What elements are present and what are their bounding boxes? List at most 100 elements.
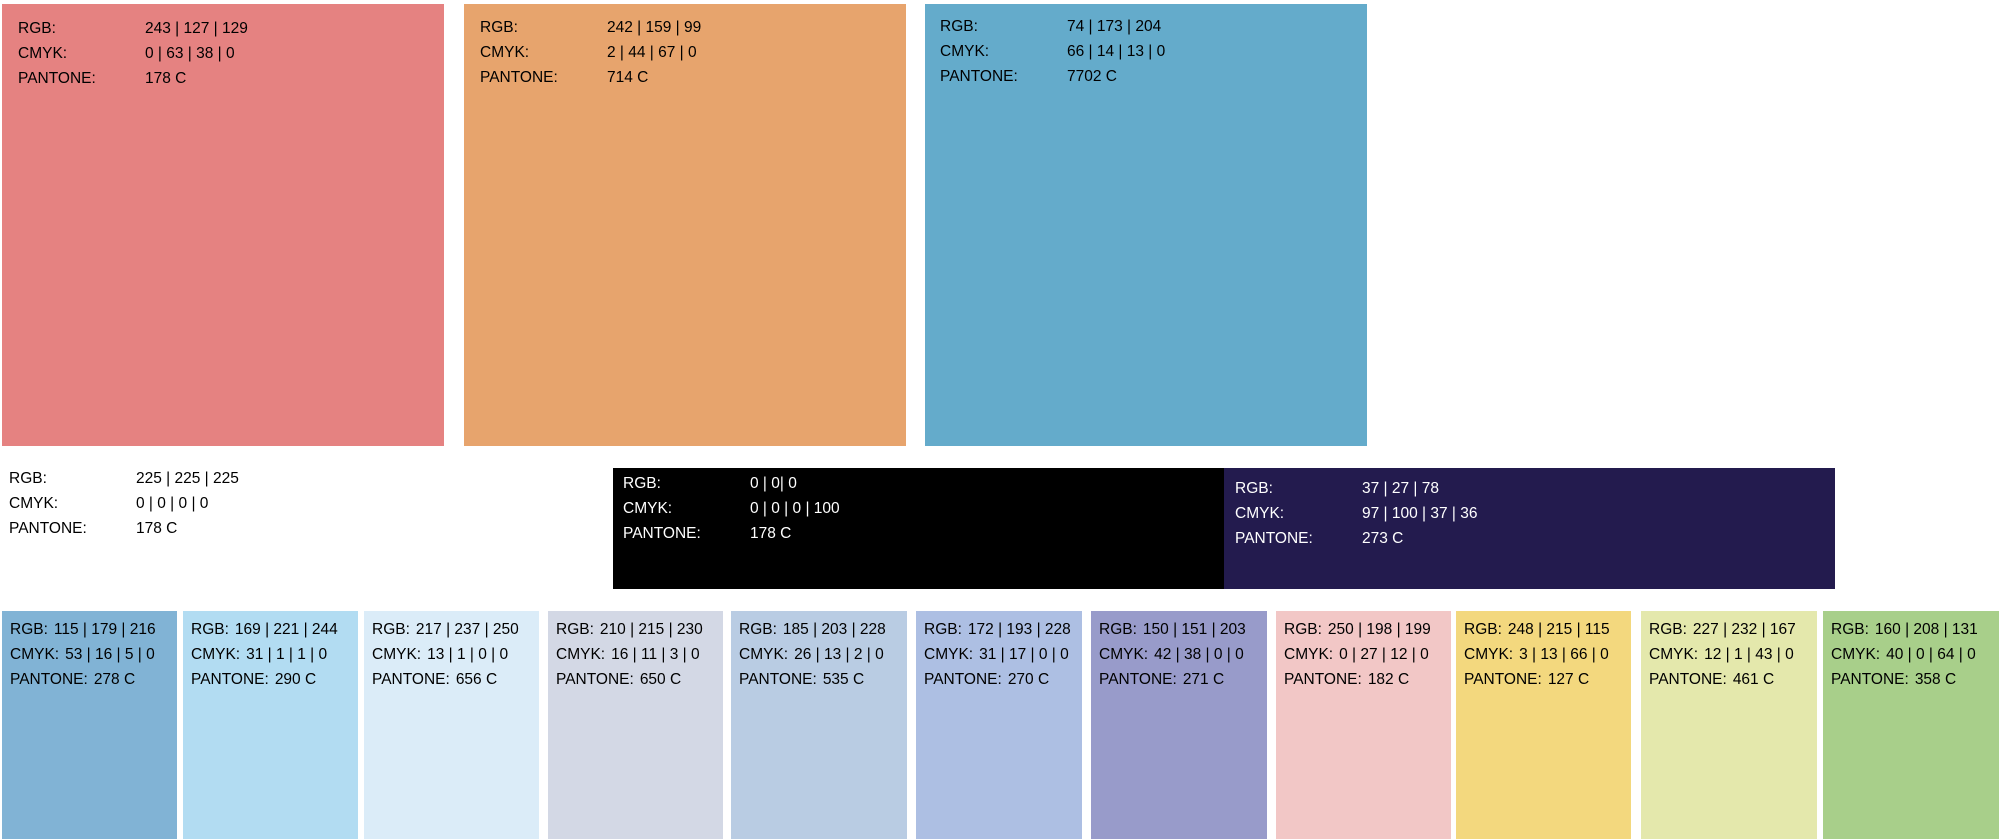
cmyk-label: CMYK: (18, 45, 68, 62)
pantone-label: PANTONE: (1464, 671, 1542, 688)
cmyk-label: CMYK: (1284, 646, 1334, 663)
swatch-info: RGB: 160 | 208 | 131 CMYK: 40 | 0 | 64 | 0… (1831, 617, 1978, 692)
swatch-info: RGB: 115 | 179 | 216 CMYK: 53 | 16 | 5 | 0… (10, 617, 156, 692)
cmyk-label: CMYK: (1099, 646, 1149, 663)
pantone-value: 650 C (639, 671, 682, 688)
swatch-small-5: RGB: 185 | 203 | 228 CMYK: 26 | 13 | 2 | 0… (731, 611, 907, 839)
swatch-info: RGB: 0 | 0| 0 CMYK: 0 | 0 | 0 | 100 PANTON… (623, 471, 840, 546)
swatch-small-10: RGB: 227 | 232 | 167 CMYK: 12 | 1 | 43 | 0… (1641, 611, 1817, 839)
swatch-info: RGB: 242 | 159 | 99 CMYK: 2 | 44 | 67 | 0 … (480, 15, 701, 90)
swatch-info: RGB: 169 | 221 | 244 CMYK: 31 | 1 | 1 | 0 … (191, 617, 338, 692)
pantone-value: 273 C (1362, 530, 1404, 547)
rgb-value: 250 | 198 | 199 (1327, 621, 1431, 638)
swatch-small-9: RGB: 248 | 215 | 115 CMYK: 3 | 13 | 66 | 0… (1456, 611, 1631, 839)
rgb-value: 169 | 221 | 244 (234, 621, 338, 638)
swatch-big-2: RGB: 242 | 159 | 99 CMYK: 2 | 44 | 67 | 0 … (464, 4, 906, 446)
rgb-label: RGB: (623, 475, 661, 492)
pantone-value: 278 C (93, 671, 136, 688)
cmyk-label: CMYK: (9, 495, 59, 512)
cmyk-label: CMYK: (623, 500, 673, 517)
cmyk-value: 0 | 27 | 12 | 0 (1339, 646, 1429, 663)
pantone-value: 178 C (145, 70, 187, 87)
rgb-value: 160 | 208 | 131 (1874, 621, 1978, 638)
rgb-label: RGB: (10, 621, 48, 638)
cmyk-label: CMYK: (372, 646, 422, 663)
swatch-info: RGB: 74 | 173 | 204 CMYK: 66 | 14 | 13 | 0… (940, 14, 1165, 89)
pantone-value: 178 C (750, 525, 792, 542)
rgb-value: 225 | 225 | 225 (136, 470, 239, 487)
swatch-info: RGB: 150 | 151 | 203 CMYK: 42 | 38 | 0 | 0… (1099, 617, 1246, 692)
pantone-label: PANTONE: (480, 69, 558, 86)
swatch-white: RGB: 225 | 225 | 225 CMYK: 0 | 0 | 0 | 0 P… (0, 464, 600, 588)
swatch-small-1: RGB: 115 | 179 | 216 CMYK: 53 | 16 | 5 | 0… (2, 611, 177, 839)
pantone-label: PANTONE: (924, 671, 1002, 688)
rgb-label: RGB: (924, 621, 962, 638)
pantone-value: 656 C (455, 671, 498, 688)
cmyk-value: 0 | 63 | 38 | 0 (145, 45, 235, 62)
swatch-small-3: RGB: 217 | 237 | 250 CMYK: 13 | 1 | 0 | 0 … (364, 611, 539, 839)
cmyk-value: 3 | 13 | 66 | 0 (1519, 646, 1609, 663)
cmyk-value: 26 | 13 | 2 | 0 (794, 646, 884, 663)
pantone-label: PANTONE: (372, 671, 450, 688)
swatch-small-2: RGB: 169 | 221 | 244 CMYK: 31 | 1 | 1 | 0 … (183, 611, 358, 839)
cmyk-value: 16 | 11 | 3 | 0 (611, 646, 700, 663)
rgb-value: 150 | 151 | 203 (1142, 621, 1246, 638)
swatch-dark-purple: RGB: 37 | 27 | 78 CMYK: 97 | 100 | 37 | 36… (1224, 468, 1835, 589)
pantone-label: PANTONE: (940, 68, 1018, 85)
cmyk-value: 66 | 14 | 13 | 0 (1067, 43, 1166, 60)
rgb-value: 210 | 215 | 230 (599, 621, 703, 638)
rgb-label: RGB: (556, 621, 594, 638)
pantone-label: PANTONE: (1284, 671, 1362, 688)
pantone-value: 535 C (822, 671, 865, 688)
rgb-value: 217 | 237 | 250 (415, 621, 519, 638)
rgb-value: 115 | 179 | 216 (53, 621, 156, 638)
swatch-info: RGB: 217 | 237 | 250 CMYK: 13 | 1 | 0 | 0 … (372, 617, 519, 692)
rgb-value: 243 | 127 | 129 (145, 20, 248, 37)
cmyk-value: 13 | 1 | 0 | 0 (427, 646, 509, 663)
cmyk-value: 42 | 38 | 0 | 0 (1154, 646, 1244, 663)
rgb-value: 185 | 203 | 228 (782, 621, 886, 638)
swatch-info: RGB: 37 | 27 | 78 CMYK: 97 | 100 | 37 | 36… (1235, 476, 1478, 551)
cmyk-value: 97 | 100 | 37 | 36 (1362, 505, 1478, 522)
swatch-small-11: RGB: 160 | 208 | 131 CMYK: 40 | 0 | 64 | 0… (1823, 611, 1999, 839)
swatch-big-1: RGB: 243 | 127 | 129 CMYK: 0 | 63 | 38 | 0… (2, 4, 444, 446)
pantone-label: PANTONE: (9, 520, 87, 537)
rgb-label: RGB: (191, 621, 229, 638)
swatch-info: RGB: 248 | 215 | 115 CMYK: 3 | 13 | 66 | 0… (1464, 617, 1610, 692)
pantone-label: PANTONE: (10, 671, 88, 688)
swatch-big-3: RGB: 74 | 173 | 204 CMYK: 66 | 14 | 13 | 0… (925, 4, 1367, 446)
rgb-label: RGB: (480, 19, 518, 36)
pantone-value: 290 C (274, 671, 317, 688)
swatch-info: RGB: 172 | 193 | 228 CMYK: 31 | 17 | 0 | 0… (924, 617, 1071, 692)
rgb-label: RGB: (940, 18, 978, 35)
rgb-label: RGB: (1649, 621, 1687, 638)
cmyk-value: 40 | 0 | 64 | 0 (1886, 646, 1976, 663)
cmyk-value: 53 | 16 | 5 | 0 (65, 646, 155, 663)
pantone-label: PANTONE: (1831, 671, 1909, 688)
swatch-small-6: RGB: 172 | 193 | 228 CMYK: 31 | 17 | 0 | 0… (916, 611, 1082, 839)
pantone-value: 182 C (1367, 671, 1410, 688)
pantone-value: 7702 C (1067, 68, 1117, 85)
pantone-value: 358 C (1914, 671, 1957, 688)
pantone-label: PANTONE: (191, 671, 269, 688)
cmyk-value: 2 | 44 | 67 | 0 (607, 44, 697, 61)
rgb-label: RGB: (18, 20, 56, 37)
rgb-label: RGB: (1831, 621, 1869, 638)
pantone-value: 178 C (136, 520, 178, 537)
cmyk-label: CMYK: (1831, 646, 1881, 663)
pantone-label: PANTONE: (556, 671, 634, 688)
pantone-value: 461 C (1732, 671, 1775, 688)
cmyk-label: CMYK: (940, 43, 990, 60)
rgb-value: 0 | 0| 0 (750, 475, 797, 492)
cmyk-label: CMYK: (556, 646, 606, 663)
swatch-small-7: RGB: 150 | 151 | 203 CMYK: 42 | 38 | 0 | 0… (1091, 611, 1267, 839)
swatch-small-8: RGB: 250 | 198 | 199 CMYK: 0 | 27 | 12 | 0… (1276, 611, 1451, 839)
cmyk-value: 12 | 1 | 43 | 0 (1704, 646, 1794, 663)
rgb-label: RGB: (1284, 621, 1322, 638)
pantone-label: PANTONE: (739, 671, 817, 688)
rgb-value: 242 | 159 | 99 (607, 19, 702, 36)
swatch-info: RGB: 225 | 225 | 225 CMYK: 0 | 0 | 0 | 0 P… (9, 466, 239, 541)
pantone-label: PANTONE: (18, 70, 96, 87)
rgb-value: 227 | 232 | 167 (1692, 621, 1796, 638)
cmyk-label: CMYK: (480, 44, 530, 61)
